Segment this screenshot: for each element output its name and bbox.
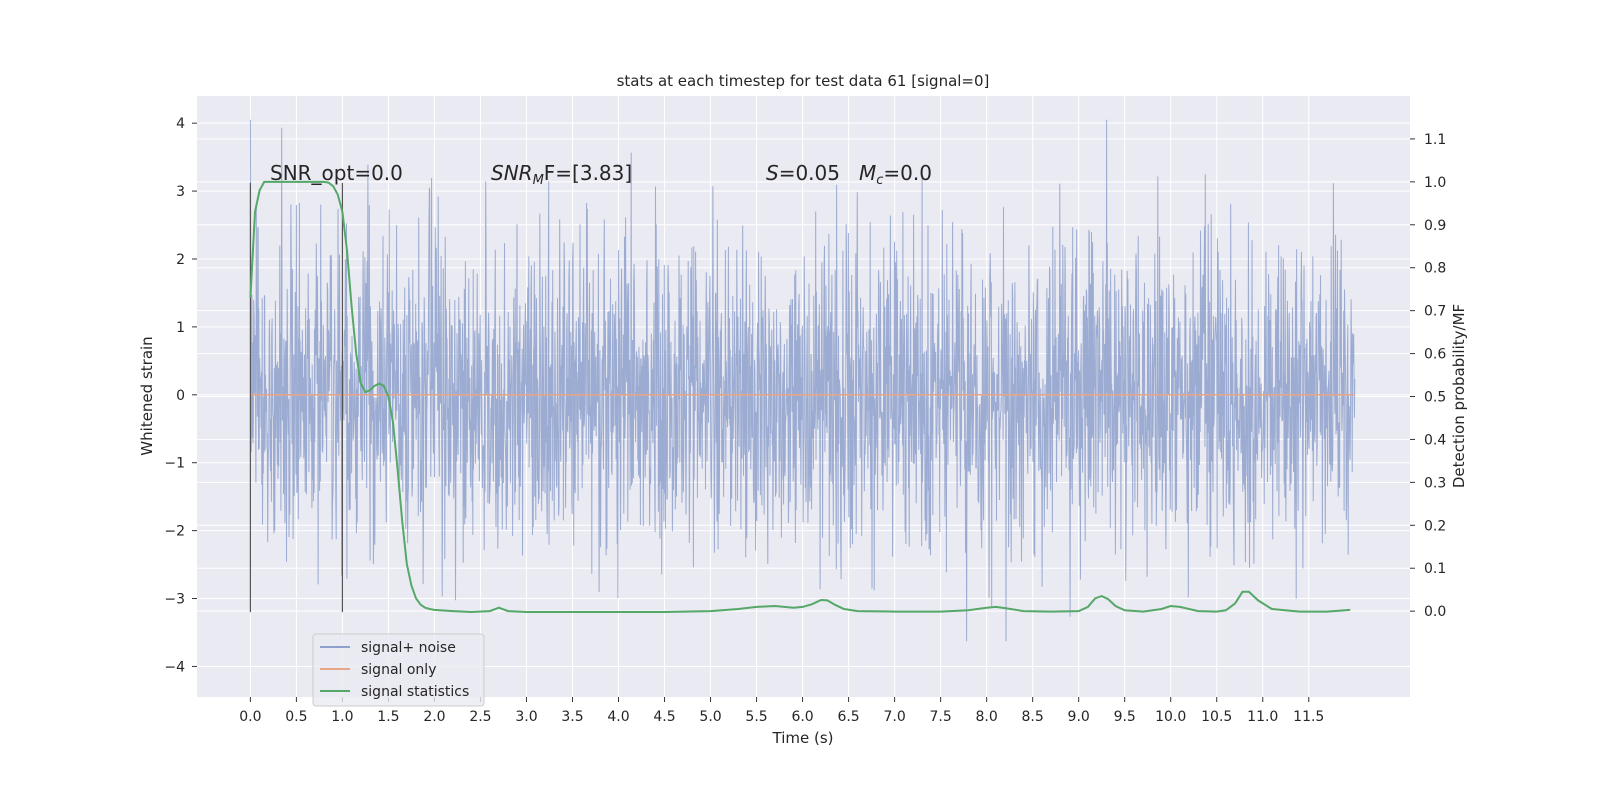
x-tick-label: 4.0 bbox=[607, 709, 629, 725]
legend: signal+ noise signal only signal statist… bbox=[312, 633, 485, 707]
legend-label-signal-statistics: signal statistics bbox=[361, 684, 469, 700]
annotation-snr-mf-rest: F=[3.83] bbox=[544, 161, 632, 185]
y-left-tick-label: 0 bbox=[176, 388, 185, 404]
y-right-tick-label: 0.9 bbox=[1424, 218, 1446, 234]
x-tick-label: 4.5 bbox=[653, 709, 675, 725]
annotation-snr-mf: SNRMF=[3.83] bbox=[491, 161, 632, 188]
y-right-tick-label: 0.2 bbox=[1424, 518, 1446, 534]
chart-title: stats at each timestep for test data 61 … bbox=[617, 72, 990, 90]
y-left-tick-label: −4 bbox=[164, 659, 185, 675]
y-left-tick-label: −2 bbox=[164, 524, 185, 540]
x-tick-label: 5.5 bbox=[745, 709, 767, 725]
annotation-snr-opt: SNR_opt=0.0 bbox=[270, 161, 403, 185]
x-tick-label: 3.5 bbox=[561, 709, 583, 725]
y-axis-label-right: Detection probability/MF bbox=[1450, 304, 1468, 488]
x-tick-label: 2.0 bbox=[423, 709, 445, 725]
y-right-tick-label: 0.0 bbox=[1424, 604, 1446, 620]
y-left-tick-label: 1 bbox=[176, 320, 185, 336]
x-tick-label: 1.5 bbox=[377, 709, 399, 725]
y-right-tick-label: 0.1 bbox=[1424, 561, 1446, 577]
annotation-snr-mf-sub: M bbox=[533, 173, 544, 188]
series-signal-noise-line bbox=[249, 119, 1356, 642]
y-right-tick-label: 0.6 bbox=[1424, 347, 1446, 363]
y-left-tick-label: 4 bbox=[176, 116, 185, 132]
y-right-tick-label: 0.3 bbox=[1424, 475, 1446, 491]
annotation-s-value: =0.05 bbox=[779, 161, 840, 185]
annotation-s: S=0.05 bbox=[766, 161, 840, 185]
x-axis-label: Time (s) bbox=[772, 729, 834, 747]
x-tick-label: 0.5 bbox=[285, 709, 307, 725]
y-left-tick-label: 2 bbox=[176, 252, 185, 268]
x-tick-label: 1.0 bbox=[331, 709, 353, 725]
legend-box bbox=[312, 633, 485, 707]
y-right-tick-label: 1.1 bbox=[1424, 132, 1446, 148]
x-tick-label: 3.0 bbox=[515, 709, 537, 725]
annotation-s-italic: S bbox=[766, 161, 779, 185]
annotation-snr-mf-prefix: SNR bbox=[491, 161, 533, 185]
annotation-mc-value: =0.0 bbox=[883, 161, 932, 185]
y-right-tick-label: 0.7 bbox=[1424, 304, 1446, 320]
x-tick-label: 10.0 bbox=[1155, 709, 1186, 725]
y-left-tick-label: −3 bbox=[164, 592, 185, 608]
x-tick-label: 2.5 bbox=[469, 709, 491, 725]
x-tick-label: 10.5 bbox=[1201, 709, 1232, 725]
y-axis-label-left: Whitened strain bbox=[138, 336, 156, 455]
annotation-mc: Mc=0.0 bbox=[859, 161, 932, 188]
x-tick-label: 5.0 bbox=[699, 709, 721, 725]
axes: 0.0 0.5 1.0 1.5 2.0 2.5 3.0 3.5 4.0 4.5 5.0 5.5 6.0 6… bbox=[164, 116, 1446, 725]
x-tick-label: 6.0 bbox=[791, 709, 813, 725]
annotation-mc-sub: c bbox=[876, 173, 883, 188]
x-tick-label: 6.5 bbox=[837, 709, 859, 725]
series-signal-statistics-line bbox=[249, 180, 1351, 614]
y-right-tick-label: 0.4 bbox=[1424, 432, 1446, 448]
y-left-tick-label: −1 bbox=[164, 456, 185, 472]
y-left-tick-label: 3 bbox=[176, 184, 185, 200]
x-tick-label: 9.0 bbox=[1068, 709, 1090, 725]
y-right-tick-label: 0.5 bbox=[1424, 390, 1446, 406]
y-right-tick-label: 1.0 bbox=[1424, 175, 1446, 191]
x-tick-label: 7.5 bbox=[929, 709, 951, 725]
x-tick-label: 9.5 bbox=[1114, 709, 1136, 725]
plot-area bbox=[249, 119, 1356, 642]
legend-label-signal-noise: signal+ noise bbox=[361, 640, 456, 656]
x-tick-label: 11.0 bbox=[1247, 709, 1278, 725]
legend-label-signal-only: signal only bbox=[361, 662, 436, 678]
x-tick-label: 8.5 bbox=[1022, 709, 1044, 725]
x-tick-label: 8.0 bbox=[976, 709, 998, 725]
x-tick-label: 7.0 bbox=[883, 709, 905, 725]
y-right-tick-label: 0.8 bbox=[1424, 261, 1446, 277]
x-tick-label: 0.0 bbox=[239, 709, 261, 725]
x-tick-label: 11.5 bbox=[1293, 709, 1324, 725]
annotation-mc-italic: M bbox=[859, 161, 876, 185]
